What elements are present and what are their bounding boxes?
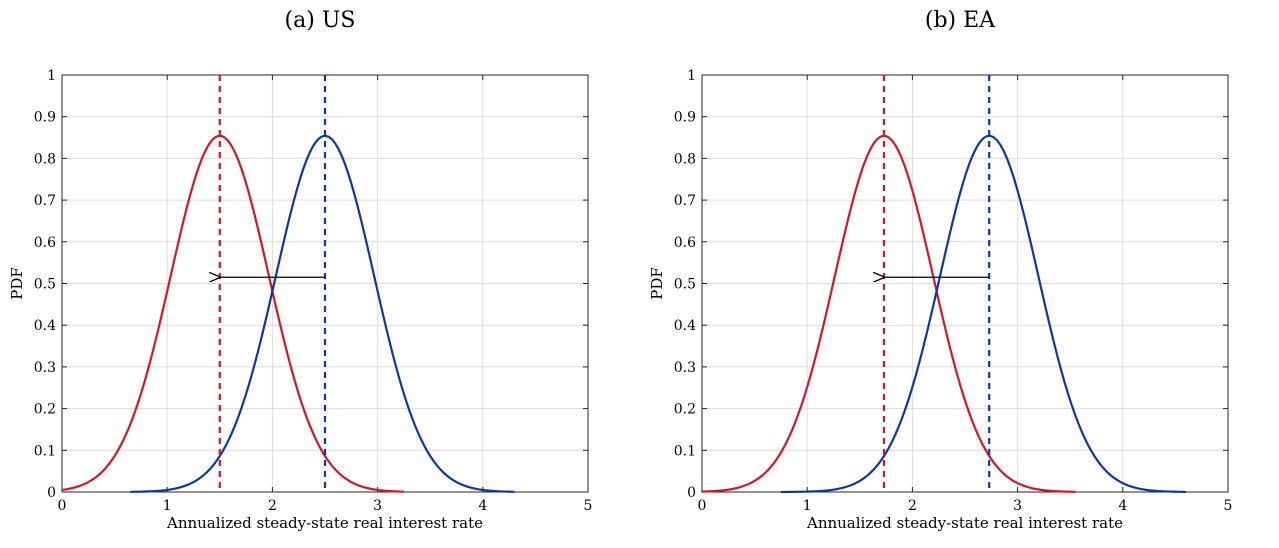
x-tick-label: 5 [584, 498, 593, 514]
y-tick-label: 0.6 [34, 235, 56, 251]
y-tick-label: 0.8 [34, 151, 56, 167]
y-tick-label: 0.2 [34, 402, 56, 418]
x-axis-label: Annualized steady-state real interest ra… [806, 514, 1123, 532]
chart-title: (b) EA [924, 8, 996, 33]
chart-svg: 0 1 2 3 4 500.10.20.30.40.50.60.70.80.91Annua… [8, 68, 593, 532]
chart-panel-us: (a) US 0 1 2 3 4 5 0 0.1 0.2 0.3 0.4 0.5 0.6 0.7 0.8 0.… [8, 8, 593, 532]
y-tick-label: 0.7 [674, 193, 696, 209]
y-tick-label: 0.8 [674, 151, 696, 167]
x-tick-label: 1 [163, 498, 172, 514]
y-tick-label: 0.6 [674, 235, 696, 251]
y-tick-label: 0.1 [34, 443, 56, 459]
y-tick-label: 0.1 [674, 443, 696, 459]
y-tick-label: 0.4 [674, 318, 696, 334]
x-tick-label: 4 [1118, 498, 1127, 514]
pdf-curve-red [61, 134, 404, 493]
chart-title: (a) US [284, 8, 356, 33]
y-tick-label: 0.3 [34, 360, 56, 376]
x-tick-label: 5 [1224, 498, 1233, 514]
y-tick-label: 0.4 [34, 318, 56, 334]
y-tick-label: 0.9 [674, 110, 696, 126]
y-tick-label: 0.3 [674, 360, 696, 376]
y-tick-label: 0.7 [34, 193, 56, 209]
pdf-curve-blue [780, 134, 1186, 494]
x-tick-label: 1 [803, 498, 812, 514]
pdf-curve-blue [130, 134, 515, 493]
y-tick-label: 0.2 [674, 402, 696, 418]
chart-panel-ea: (b) EA 0 1 2 3 4 5 0 0.1 0.2 0.3 0.4 0.5 0.6 0.7 0.8 0.… [640, 0, 1279, 548]
x-tick-label: 2 [908, 498, 917, 514]
x-axis-label: Annualized steady-state real interest ra… [166, 514, 483, 532]
y-tick-label: 0.9 [34, 110, 56, 126]
chart-svg: 0 1 2 3 4 500.10.20.30.40.50.60.70.80.91Annua… [648, 68, 1233, 532]
y-axis-label: PDF [648, 267, 666, 300]
y-tick-label: 0 [47, 485, 56, 501]
y-tick-label: 1 [687, 68, 696, 84]
y-tick-label: 0.5 [674, 277, 696, 293]
x-tick-label: 0 [58, 498, 67, 514]
y-tick-label: 0.5 [34, 277, 56, 293]
y-tick-label: 0 [687, 485, 696, 501]
y-tick-label: 1 [47, 68, 56, 84]
x-tick-label: 3 [1013, 498, 1022, 514]
x-tick-label: 3 [373, 498, 382, 514]
x-tick-label: 2 [268, 498, 277, 514]
y-axis-label: PDF [8, 267, 26, 300]
x-tick-label: 4 [478, 498, 487, 514]
pdf-curve-red [701, 134, 1076, 493]
x-tick-label: 0 [698, 498, 707, 514]
